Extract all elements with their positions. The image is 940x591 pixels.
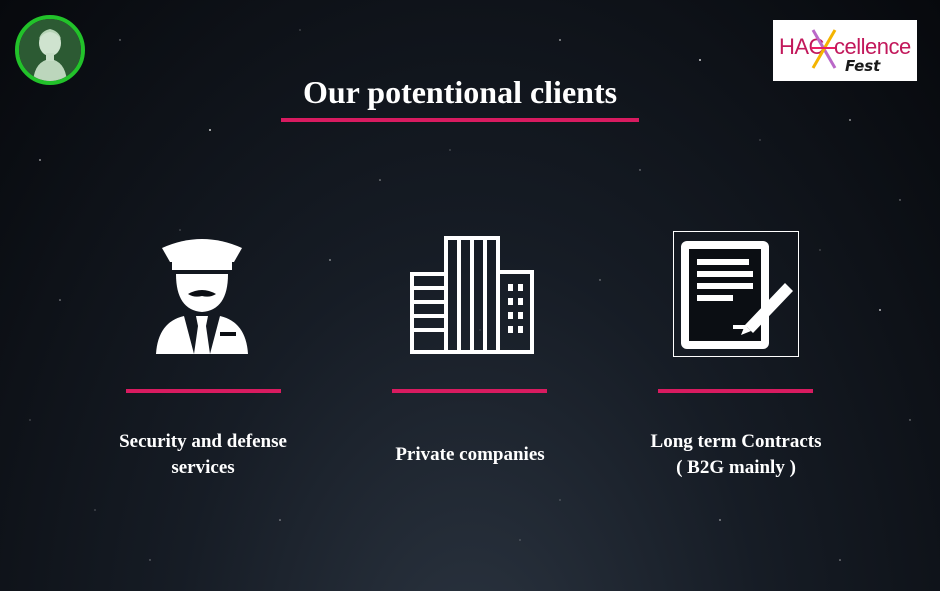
client-divider-1 <box>126 389 281 393</box>
logo-text-fest: Fest <box>845 57 881 75</box>
client-divider-2 <box>392 389 547 393</box>
client-label-line: Long term Contracts <box>650 431 822 452</box>
client-label-line: Security and defense <box>119 431 287 452</box>
client-label-line: ( B2G mainly ) <box>676 457 796 478</box>
client-label-line: services <box>171 457 235 478</box>
client-divider-3 <box>658 389 813 393</box>
star-x-icon <box>811 29 837 69</box>
client-label-contracts: Long term Contracts ( B2G mainly ) <box>616 429 856 481</box>
office-buildings-icon <box>410 236 534 354</box>
security-guard-icon <box>156 239 248 354</box>
client-label-line: Private companies <box>395 444 545 465</box>
statue-logo <box>15 15 85 85</box>
hackcellence-fest-logo: HAC cellence Fest <box>773 20 917 81</box>
title-underline <box>281 118 639 122</box>
slide-title: Our potentional clients <box>302 74 618 110</box>
client-label-private: Private companies <box>350 442 590 468</box>
contract-document-icon <box>673 231 799 357</box>
statue-bust-icon <box>19 19 81 81</box>
client-label-security: Security and defense services <box>83 429 323 481</box>
logo-text-cellence: cellence <box>834 34 911 59</box>
